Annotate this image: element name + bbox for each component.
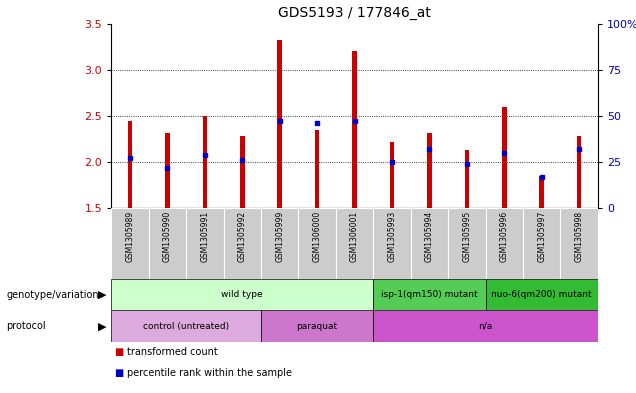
Bar: [485, 208, 523, 279]
Text: transformed count: transformed count: [127, 347, 218, 357]
Text: GSM1305989: GSM1305989: [125, 211, 134, 262]
Text: GSM1305996: GSM1305996: [500, 211, 509, 263]
Bar: [539, 176, 544, 208]
Bar: [465, 150, 469, 208]
Bar: [149, 208, 186, 279]
Bar: [111, 208, 149, 279]
Text: ▶: ▶: [97, 290, 106, 300]
Text: control (untreated): control (untreated): [143, 322, 229, 331]
Bar: [352, 51, 357, 208]
Bar: [240, 136, 244, 208]
Bar: [261, 208, 298, 279]
Text: protocol: protocol: [6, 321, 46, 331]
Text: ▶: ▶: [97, 321, 106, 331]
Bar: [111, 310, 261, 342]
Text: GSM1306001: GSM1306001: [350, 211, 359, 262]
Text: GSM1305998: GSM1305998: [575, 211, 584, 262]
Bar: [261, 310, 373, 342]
Text: nuo-6(qm200) mutant: nuo-6(qm200) mutant: [492, 290, 592, 299]
Text: GSM1305991: GSM1305991: [200, 211, 209, 262]
Bar: [128, 121, 132, 208]
Bar: [523, 208, 560, 279]
Bar: [373, 310, 598, 342]
Bar: [224, 208, 261, 279]
Text: GSM1305993: GSM1305993: [387, 211, 396, 263]
Text: ■: ■: [114, 347, 124, 357]
Bar: [502, 107, 506, 208]
Text: GSM1305997: GSM1305997: [537, 211, 546, 263]
Text: wild type: wild type: [221, 290, 263, 299]
Bar: [186, 208, 224, 279]
Text: GSM1305999: GSM1305999: [275, 211, 284, 263]
Bar: [277, 40, 282, 208]
Bar: [165, 132, 170, 208]
Text: ■: ■: [114, 368, 124, 378]
Bar: [448, 208, 485, 279]
Bar: [560, 208, 598, 279]
Text: n/a: n/a: [478, 322, 493, 331]
Text: isp-1(qm150) mutant: isp-1(qm150) mutant: [381, 290, 478, 299]
Bar: [390, 142, 394, 208]
Bar: [315, 130, 319, 208]
Bar: [111, 279, 373, 310]
Bar: [427, 134, 432, 208]
Title: GDS5193 / 177846_at: GDS5193 / 177846_at: [278, 6, 431, 20]
Text: GSM1305990: GSM1305990: [163, 211, 172, 263]
Text: genotype/variation: genotype/variation: [6, 290, 99, 300]
Text: GSM1306000: GSM1306000: [313, 211, 322, 263]
Text: GSM1305995: GSM1305995: [462, 211, 471, 263]
Bar: [336, 208, 373, 279]
Bar: [298, 208, 336, 279]
Text: GSM1305992: GSM1305992: [238, 211, 247, 262]
Bar: [373, 208, 411, 279]
Bar: [411, 208, 448, 279]
Bar: [203, 116, 207, 208]
Text: paraquat: paraquat: [296, 322, 338, 331]
Text: percentile rank within the sample: percentile rank within the sample: [127, 368, 292, 378]
Bar: [373, 279, 485, 310]
Bar: [485, 279, 598, 310]
Bar: [577, 136, 581, 208]
Text: GSM1305994: GSM1305994: [425, 211, 434, 263]
